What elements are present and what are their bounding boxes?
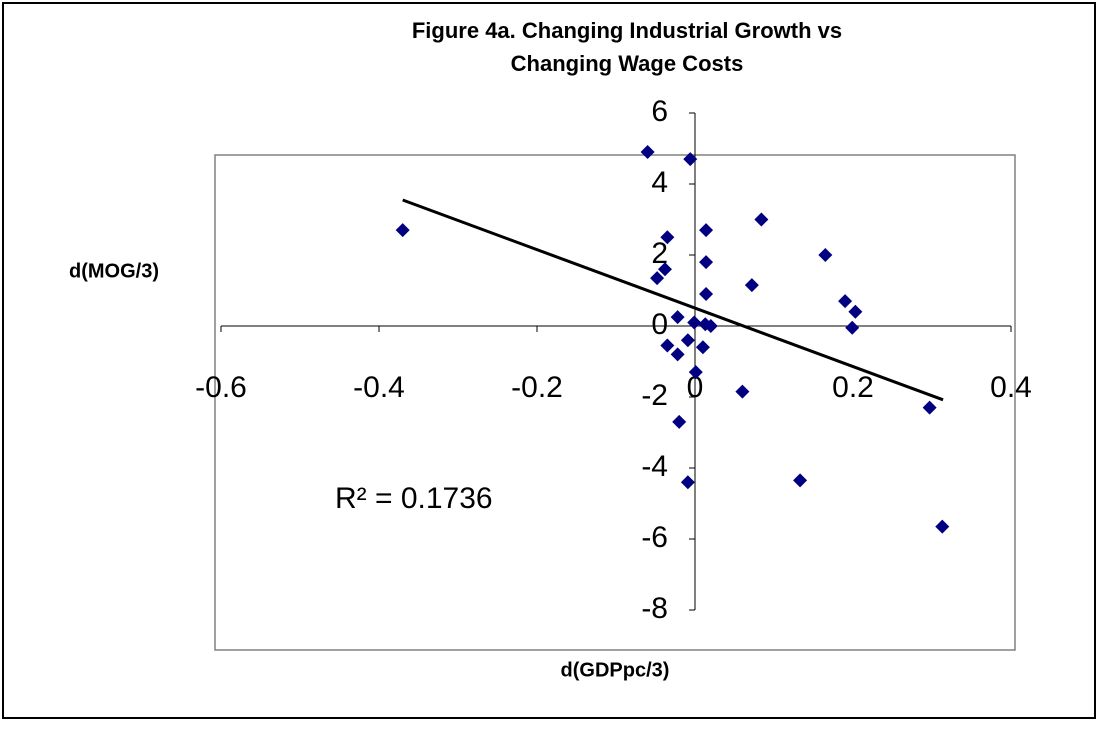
data-point [935,519,950,534]
data-point [818,248,833,262]
data-point [922,400,937,415]
data-point [735,384,750,399]
plot-area [214,154,1016,651]
y-axis-label: d(MOG/3) [69,260,159,282]
data-point [848,304,863,319]
data-point [688,365,703,380]
y-tick-label: 0 [651,308,668,341]
y-tick-label: 2 [651,237,668,270]
data-point [670,347,685,362]
chart-title: Changing Wage Costs [511,51,744,76]
r-squared-annotation: R² = 0.1736 [335,482,493,515]
x-tick-label: 0.2 [832,371,874,404]
data-point [699,223,714,238]
data-point [744,278,759,293]
data-point [699,287,714,302]
y-tick-label: -2 [641,379,668,412]
y-tick-label: -6 [641,521,668,554]
x-axis-label: d(GDPpc/3) [561,659,670,681]
data-point [660,338,675,353]
data-point [650,271,665,286]
data-point [754,212,769,227]
y-tick-label: 6 [651,95,668,128]
chart-border [2,2,1096,719]
data-point [672,414,687,429]
data-point [793,473,808,488]
y-tick-label: 4 [651,166,668,199]
data-point [680,333,695,348]
data-point [838,294,853,309]
data-point [845,320,860,335]
data-point [703,319,718,333]
x-tick-label: -0.2 [511,371,563,404]
data-point [670,310,685,325]
data-point [395,223,410,238]
data-point [657,262,672,277]
data-point [687,315,702,330]
x-tick-label: -0.4 [353,371,405,404]
x-tick-label: -0.6 [195,371,247,404]
data-point [695,340,710,355]
data-point [699,255,714,270]
x-tick-label: 0.4 [990,371,1032,404]
x-tick-label: 0 [687,371,704,404]
data-point [683,152,698,167]
y-tick-label: -8 [641,592,668,625]
data-point [640,145,655,160]
trend-line [402,198,944,402]
data-point [680,475,695,490]
chart-title: Figure 4a. Changing Industrial Growth vs [412,18,842,43]
y-tick-label: -4 [641,450,668,483]
data-point [660,230,675,245]
